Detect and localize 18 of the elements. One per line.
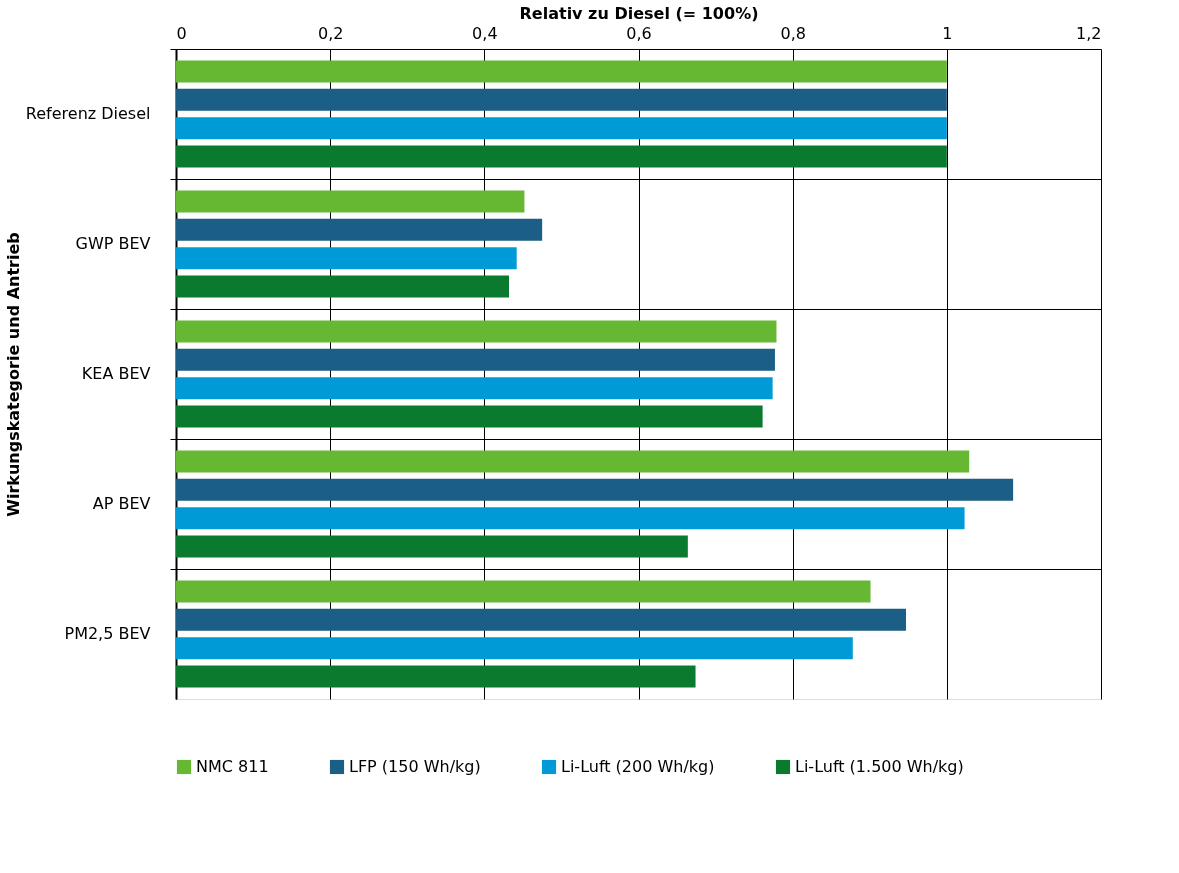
legend-label: Li-Luft (1.500 Wh/kg) — [795, 757, 964, 776]
x-tick-label: 0,6 — [626, 23, 652, 43]
x-tick-label: 0,2 — [317, 23, 344, 43]
legend-label: Li-Luft (200 Wh/kg) — [561, 757, 715, 776]
x-tick-label: 0,4 — [472, 23, 498, 43]
y-tick-label: Referenz Diesel — [25, 104, 151, 123]
legend-label: NMC 811 — [196, 757, 269, 776]
x-tick-label: 0,8 — [780, 23, 806, 43]
x-tick-label: 1 — [942, 23, 953, 43]
y-tick-label: AP BEV — [92, 494, 151, 513]
y-tick-label: KEA BEV — [81, 364, 151, 383]
x-tick-label: 1,2 — [1076, 23, 1102, 43]
x-axis-title: Relativ zu Diesel (= 100%) — [519, 3, 759, 23]
legend-label: LFP (150 Wh/kg) — [349, 757, 481, 776]
y-axis-title: Wirkungskategorie und Antrieb — [3, 232, 23, 517]
y-tick-label: PM2,5 BEV — [64, 624, 151, 643]
y-tick-label: GWP BEV — [75, 234, 151, 253]
x-tick-label: 0 — [176, 23, 187, 43]
